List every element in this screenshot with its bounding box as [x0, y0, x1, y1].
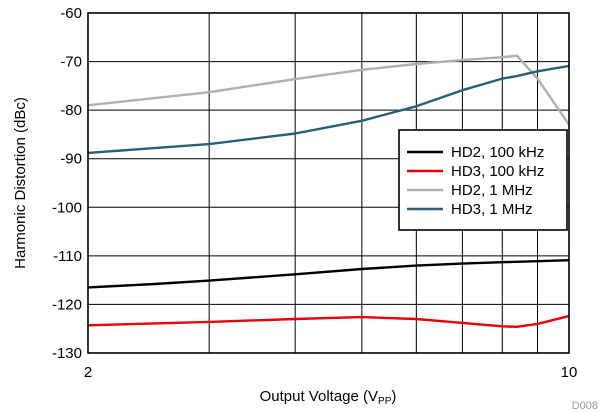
y-tick-label: -130: [52, 345, 82, 362]
series-lines: [87, 54, 570, 328]
series-line-1: [87, 259, 570, 289]
x-tick-labels: 2 10: [84, 364, 578, 381]
legend-label: HD2, 1 MHz: [451, 182, 533, 199]
x-tick-label: 10: [561, 364, 578, 381]
legend-box: [398, 129, 568, 231]
x-axis-title: Output Voltage (VPP): [260, 388, 397, 407]
y-tick-label: -90: [60, 151, 82, 168]
y-tick-label: -110: [53, 248, 82, 265]
series-line-3: [87, 54, 570, 126]
x-tick-label: 2: [84, 364, 92, 381]
legend-label: HD3, 100 kHz: [451, 163, 544, 180]
y-tick-labels: -60 -70 -80 -90 -100 -110 -120 -130: [52, 5, 82, 362]
figure-id: D008: [572, 400, 598, 412]
y-tick-label: -80: [60, 102, 82, 119]
y-axis-title: Harmonic Distortion (dBc): [12, 97, 29, 269]
legend-label: HD2, 100 kHz: [451, 144, 544, 161]
series-line-4: [87, 64, 570, 155]
series-line-2: [87, 314, 570, 328]
y-tick-label: -120: [52, 296, 82, 313]
legend: HD2, 100 kHz HD3, 100 kHz HD2, 1 MHz HD3, 1…: [398, 129, 568, 231]
plot-frame: [87, 12, 570, 354]
legend-label: HD3, 1 MHz: [451, 201, 533, 218]
y-tick-label: -100: [52, 199, 82, 216]
y-tick-label: -60: [60, 5, 82, 22]
y-tick-label: -70: [60, 54, 82, 71]
